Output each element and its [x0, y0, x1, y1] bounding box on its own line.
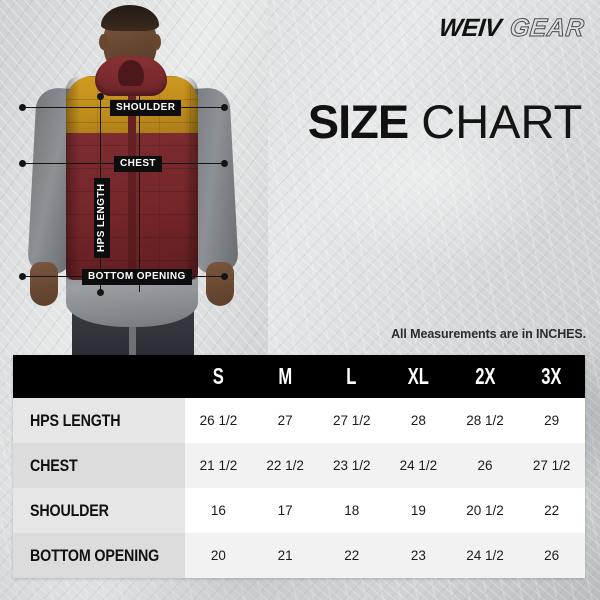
cell-shoulder-s: 16 — [185, 488, 252, 533]
center-guide-line — [139, 96, 140, 292]
cell-hps-length-m: 27 — [251, 398, 319, 443]
cell-chest-s: 21 1/2 — [185, 443, 252, 488]
chest-measure-dot-right — [221, 160, 228, 167]
size-header-xl: XL — [394, 355, 443, 398]
hps-length-label: HPS LENGTH — [94, 177, 110, 258]
size-chart-header-row: S M L XL 2X 3X — [13, 355, 585, 398]
model-figure — [0, 0, 268, 356]
cell-shoulder-2x: 20 1/2 — [451, 488, 519, 533]
cell-chest-m: 22 1/2 — [251, 443, 319, 488]
bottom-opening-measure-dot-left — [19, 273, 26, 280]
row-label-shoulder: SHOULDER — [13, 488, 186, 533]
size-header-s: S — [194, 355, 243, 398]
table-corner-cell — [13, 355, 186, 398]
cell-chest-xl: 24 1/2 — [385, 443, 452, 488]
cell-bottom-opening-3x: 26 — [518, 533, 585, 578]
shoulder-measure-dot-left — [19, 104, 26, 111]
cell-shoulder-3x: 22 — [518, 488, 585, 533]
cell-hps-length-2x: 28 1/2 — [451, 398, 519, 443]
hps-length-measure-dot-top — [97, 93, 104, 100]
size-chart-table-body: HPS LENGTH 26 1/2 27 27 1/2 28 28 1/2 29… — [13, 398, 585, 578]
table-row: CHEST 21 1/2 22 1/2 23 1/2 24 1/2 26 27 … — [13, 443, 585, 488]
page-title-light: CHART — [408, 95, 583, 148]
shoulder-measure-dot-right — [221, 104, 228, 111]
row-label-chest: CHEST — [13, 443, 186, 488]
bottom-opening-measure-dot-right — [221, 273, 228, 280]
measurement-units-note: All Measurements are in INCHES. — [391, 327, 586, 341]
hps-length-measure-dot-bottom — [97, 289, 104, 296]
vest-shadow-left — [66, 76, 80, 280]
size-chart-table-head: S M L XL 2X 3X — [13, 355, 585, 398]
cell-chest-2x: 26 — [451, 443, 519, 488]
chest-measure-dot-left — [19, 160, 26, 167]
ear-left — [99, 34, 108, 50]
pant-leg-gap — [129, 322, 136, 356]
model-hair — [101, 5, 159, 31]
hand-right — [206, 262, 234, 306]
cell-bottom-opening-2x: 24 1/2 — [451, 533, 519, 578]
table-row: BOTTOM OPENING 20 21 22 23 24 1/2 26 — [13, 533, 585, 578]
size-chart-table: S M L XL 2X 3X HPS LENGTH 26 1/2 27 27 1… — [13, 355, 585, 578]
cell-chest-l: 23 1/2 — [318, 443, 386, 488]
cell-hps-length-l: 27 1/2 — [318, 398, 386, 443]
cell-bottom-opening-m: 21 — [251, 533, 319, 578]
cell-bottom-opening-xl: 23 — [385, 533, 452, 578]
table-row: HPS LENGTH 26 1/2 27 27 1/2 28 28 1/2 29 — [13, 398, 585, 443]
vest-zipper — [128, 76, 136, 280]
cell-bottom-opening-s: 20 — [185, 533, 252, 578]
cell-hps-length-xl: 28 — [385, 398, 452, 443]
cell-hps-length-3x: 29 — [518, 398, 585, 443]
cell-shoulder-m: 17 — [251, 488, 319, 533]
bottom-opening-label: BOTTOM OPENING — [82, 269, 192, 285]
vest-shadow-right — [184, 76, 198, 280]
vest-collar-inner — [118, 60, 144, 86]
page-title: SIZE CHART — [300, 98, 590, 145]
brand-logo-primary: WEIV — [437, 14, 503, 42]
size-header-2x: 2X — [461, 355, 509, 398]
page-title-bold: SIZE — [307, 95, 409, 148]
size-header-3x: 3X — [527, 355, 576, 398]
ear-right — [152, 34, 161, 50]
cell-shoulder-xl: 19 — [385, 488, 452, 533]
cell-hps-length-s: 26 1/2 — [185, 398, 252, 443]
size-header-l: L — [327, 355, 376, 398]
cell-shoulder-l: 18 — [318, 488, 386, 533]
brand-logo-secondary: GEAR — [508, 14, 586, 43]
size-header-m: M — [261, 355, 310, 398]
cell-chest-3x: 27 1/2 — [518, 443, 585, 488]
model-photo: SHOULDER CHEST HPS LENGTH BOTTOM OPENING — [0, 0, 268, 356]
shoulder-label: SHOULDER — [110, 100, 182, 116]
cell-bottom-opening-l: 22 — [318, 533, 386, 578]
hand-left — [30, 262, 58, 306]
table-row: SHOULDER 16 17 18 19 20 1/2 22 — [13, 488, 585, 533]
row-label-hps-length: HPS LENGTH — [13, 398, 186, 443]
chest-label: CHEST — [114, 156, 162, 172]
brand-logo: WEIV GEAR — [437, 14, 586, 43]
row-label-bottom-opening: BOTTOM OPENING — [13, 533, 186, 578]
